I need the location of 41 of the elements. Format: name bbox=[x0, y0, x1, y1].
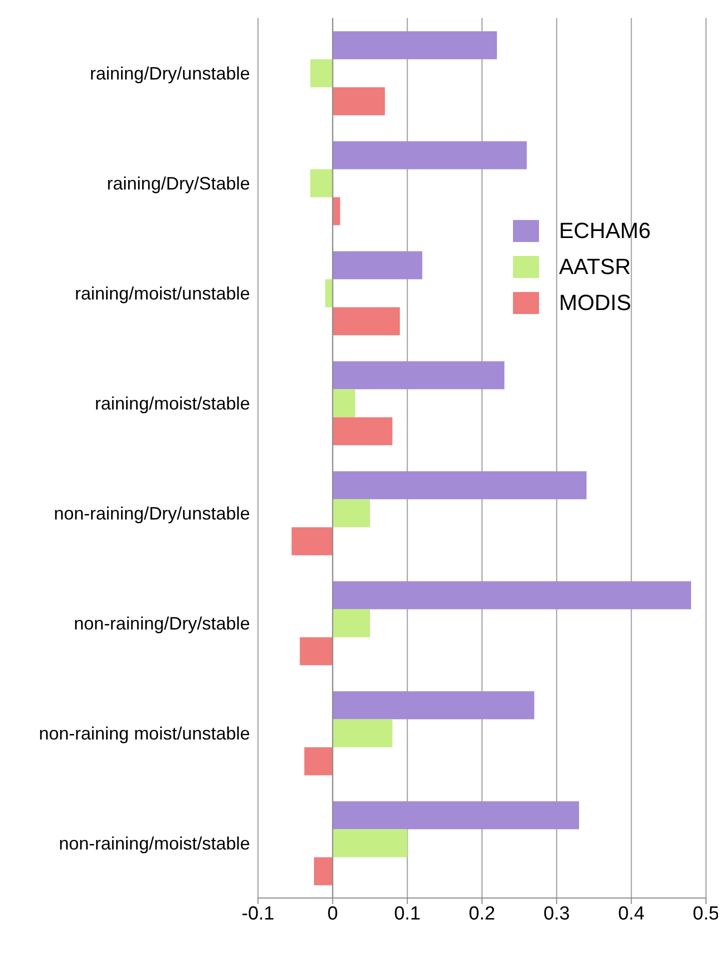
bar bbox=[332, 471, 587, 500]
bar bbox=[332, 307, 400, 336]
bar bbox=[332, 691, 534, 720]
bar bbox=[332, 251, 422, 280]
bar bbox=[332, 801, 580, 830]
bar bbox=[332, 719, 392, 748]
bar bbox=[304, 747, 333, 776]
bar bbox=[314, 857, 333, 886]
y-tick-label: non-raining/moist/stable bbox=[58, 833, 250, 854]
bar bbox=[332, 197, 340, 226]
bar bbox=[332, 499, 370, 528]
bar bbox=[332, 417, 392, 446]
y-tick-label: non-raining/Dry/stable bbox=[74, 613, 250, 634]
legend-label: AATSR bbox=[559, 253, 631, 281]
x-tick-label: 0.1 bbox=[394, 903, 421, 924]
y-tick-label: non-raining/Dry/unstable bbox=[54, 503, 250, 524]
legend-label: ECHAM6 bbox=[559, 217, 651, 245]
bar bbox=[332, 609, 370, 638]
bar bbox=[332, 581, 692, 610]
y-tick-label: raining/Dry/unstable bbox=[90, 63, 250, 84]
y-tick-label: non-raining moist/unstable bbox=[38, 723, 250, 744]
bar bbox=[332, 87, 385, 116]
bar bbox=[332, 361, 504, 390]
bar bbox=[292, 527, 333, 556]
bar bbox=[332, 829, 408, 858]
x-tick-label: -0.1 bbox=[242, 903, 274, 924]
bar bbox=[325, 279, 333, 308]
x-tick-label: 0 bbox=[327, 903, 338, 924]
y-tick-label: raining/moist/stable bbox=[94, 393, 250, 414]
y-tick-label: raining/moist/unstable bbox=[74, 283, 250, 304]
bar bbox=[332, 31, 497, 60]
y-tick-label: raining/Dry/Stable bbox=[106, 173, 250, 194]
x-tick-label: 0.4 bbox=[618, 903, 645, 924]
x-tick-label: 0.3 bbox=[543, 903, 570, 924]
bar bbox=[310, 59, 333, 88]
bar bbox=[332, 389, 356, 418]
x-tick-label: 0.2 bbox=[468, 903, 496, 924]
bar bbox=[332, 141, 527, 170]
legend-label: MODIS bbox=[559, 289, 632, 317]
bar bbox=[300, 637, 333, 666]
bar bbox=[310, 169, 333, 198]
